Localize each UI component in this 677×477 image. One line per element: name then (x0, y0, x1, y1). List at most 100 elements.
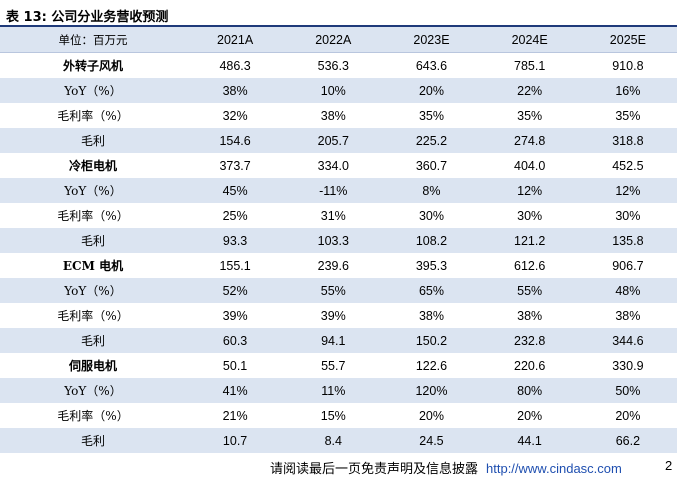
row-label: ECM 电机 (62, 259, 124, 273)
table-row: 毛利 60.3 94.1 150.2 232.8 344.6 (0, 328, 677, 353)
table-row: 毛利率（%） 21% 15% 20% 20% 20% (0, 403, 677, 428)
row-label: 毛利 (0, 428, 186, 453)
table-cell: 38% (418, 308, 444, 323)
table-cell: 55% (284, 278, 383, 303)
table-cell: 910.8 (612, 58, 644, 73)
table-cell: 80% (480, 378, 579, 403)
disclaimer-text: 请阅读最后一页免责声明及信息披露 (270, 462, 479, 477)
row-label: 毛利率（%） (57, 109, 129, 123)
table-cell: 150.2 (382, 328, 481, 353)
table-cell: 30% (615, 208, 641, 223)
table-cell: 30% (418, 208, 444, 223)
table-cell: 35% (517, 108, 543, 123)
row-label: 伺服电机 (68, 359, 117, 373)
table-cell: 44.1 (480, 428, 579, 453)
table-cell: 22% (480, 78, 579, 103)
table-row: YoY（%） 38% 10% 20% 22% 16% (0, 78, 677, 103)
website-link[interactable]: http://www.cindasc.com (486, 461, 622, 476)
table-cell: 32% (222, 108, 248, 123)
row-label: YoY（%） (0, 78, 186, 103)
table-cell: 232.8 (480, 328, 579, 353)
footer-disclaimer: 请阅读最后一页免责声明及信息披露 http://www.cindasc.com (270, 458, 622, 477)
table-cell: 38% (320, 108, 346, 123)
table-row: ECM 电机 155.1 239.6 395.3 612.6 906.7 (0, 253, 677, 278)
table-cell: 65% (382, 278, 481, 303)
table-cell: 15% (320, 408, 346, 423)
row-label: 毛利率（%） (57, 409, 129, 423)
table-cell: 906.7 (612, 258, 644, 273)
table-cell: 785.1 (514, 58, 546, 73)
table-cell: 330.9 (612, 358, 644, 373)
table-cell: 55.7 (321, 358, 346, 373)
row-label: YoY（%） (0, 278, 186, 303)
table-cell: 318.8 (578, 128, 677, 153)
table-cell: 20% (418, 408, 444, 423)
page-number: 2 (665, 458, 673, 473)
table-cell: 10.7 (186, 428, 285, 453)
table-cell: 52% (186, 278, 285, 303)
table-row: 毛利 93.3 103.3 108.2 121.2 135.8 (0, 228, 677, 253)
row-label: 冷柜电机 (68, 159, 117, 173)
table-cell: 25% (222, 208, 248, 223)
table-cell: 35% (615, 108, 641, 123)
table-row: 毛利率（%） 25% 31% 30% 30% 30% (0, 203, 677, 228)
table-cell: 66.2 (578, 428, 677, 453)
table-cell: 155.1 (219, 258, 251, 273)
table-cell: 50.1 (222, 358, 248, 373)
table-cell: 60.3 (186, 328, 285, 353)
table-cell: 55% (480, 278, 579, 303)
row-label: 毛利率（%） (57, 309, 129, 323)
table-cell: 38% (186, 78, 285, 103)
row-label: YoY（%） (0, 378, 186, 403)
table-cell: 122.6 (415, 358, 448, 373)
unit-label: 单位：百万元 (0, 27, 186, 53)
table-cell: 20% (382, 78, 481, 103)
table-cell: 41% (186, 378, 285, 403)
table-cell: 39% (222, 308, 248, 323)
table-cell: 11% (284, 378, 383, 403)
table-cell: 239.6 (317, 258, 349, 273)
column-header: 2021A (186, 27, 285, 53)
table-cell: 120% (382, 378, 481, 403)
table-cell: 20% (517, 408, 543, 423)
table-row: 毛利 10.7 8.4 24.5 44.1 66.2 (0, 428, 677, 453)
table-cell: 16% (578, 78, 677, 103)
table-cell: 103.3 (284, 228, 383, 253)
table-cell: 612.6 (514, 258, 546, 273)
table-cell: 8% (382, 178, 481, 203)
table-cell: 20% (615, 408, 641, 423)
table-cell: 205.7 (284, 128, 383, 153)
table-cell: 334.0 (317, 158, 349, 173)
table-row: 毛利率（%） 39% 39% 38% 38% 38% (0, 303, 677, 328)
table-cell: 8.4 (284, 428, 383, 453)
table-cell: 45% (186, 178, 285, 203)
table-cell: 12% (480, 178, 579, 203)
table-header-row: 单位：百万元 2021A 2022A 2023E 2024E 2025E (0, 27, 677, 53)
table-row: 冷柜电机 373.7 334.0 360.7 404.0 452.5 (0, 153, 677, 178)
row-label: 外转子风机 (62, 59, 123, 73)
table-cell: 121.2 (480, 228, 579, 253)
table-cell: 274.8 (480, 128, 579, 153)
table-cell: 225.2 (382, 128, 481, 153)
table-cell: 30% (517, 208, 543, 223)
row-label: 毛利率（%） (57, 209, 129, 223)
table-cell: 373.7 (219, 158, 251, 173)
table-cell: 21% (222, 408, 248, 423)
table-cell: 35% (418, 108, 444, 123)
table-cell: 220.6 (514, 358, 546, 373)
row-label: 毛利 (0, 128, 186, 153)
table-cell: 536.3 (317, 58, 349, 73)
table-cell: 39% (320, 308, 346, 323)
table-cell: 94.1 (284, 328, 383, 353)
table-row: YoY（%） 45% -11% 8% 12% 12% (0, 178, 677, 203)
table-cell: 24.5 (382, 428, 481, 453)
table-cell: 643.6 (415, 58, 448, 73)
table-cell: 48% (578, 278, 677, 303)
table-row: 毛利率（%） 32% 38% 35% 35% 35% (0, 103, 677, 128)
table-row: 伺服电机 50.1 55.7 122.6 220.6 330.9 (0, 353, 677, 378)
table-cell: 38% (615, 308, 641, 323)
column-header: 2022A (284, 27, 383, 53)
table-row: 外转子风机 486.3 536.3 643.6 785.1 910.8 (0, 53, 677, 79)
table-title: 表 13: 公司分业务营收预测 (6, 10, 169, 25)
table-cell: 404.0 (514, 158, 546, 173)
